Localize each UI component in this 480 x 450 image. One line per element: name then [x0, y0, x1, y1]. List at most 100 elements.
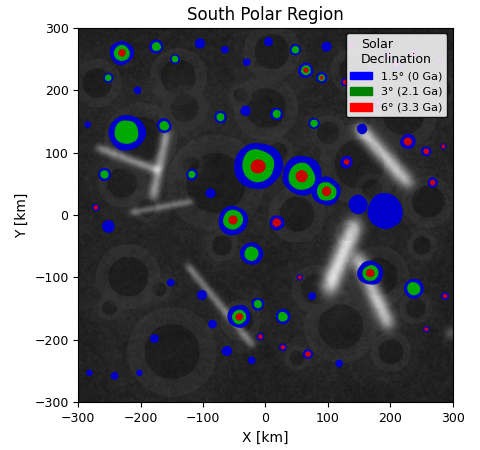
Polygon shape — [276, 310, 290, 324]
Polygon shape — [160, 122, 168, 130]
Polygon shape — [363, 266, 378, 280]
Polygon shape — [441, 144, 446, 149]
Polygon shape — [85, 122, 90, 127]
Polygon shape — [344, 160, 349, 164]
Polygon shape — [437, 59, 440, 62]
Polygon shape — [323, 187, 330, 196]
Polygon shape — [322, 42, 331, 51]
Polygon shape — [304, 68, 308, 72]
Polygon shape — [115, 121, 137, 143]
Polygon shape — [317, 72, 327, 82]
Polygon shape — [241, 243, 263, 264]
Polygon shape — [444, 295, 447, 297]
Polygon shape — [187, 169, 197, 180]
Polygon shape — [280, 344, 286, 351]
Polygon shape — [254, 301, 261, 307]
Polygon shape — [336, 360, 342, 367]
Polygon shape — [424, 149, 429, 153]
Polygon shape — [281, 346, 285, 349]
Polygon shape — [259, 335, 262, 338]
Polygon shape — [153, 43, 160, 50]
Polygon shape — [341, 79, 349, 86]
Polygon shape — [349, 195, 367, 213]
Polygon shape — [270, 216, 284, 230]
Polygon shape — [87, 370, 92, 375]
Polygon shape — [150, 40, 162, 53]
Polygon shape — [365, 71, 372, 77]
Polygon shape — [376, 101, 380, 105]
Polygon shape — [312, 177, 340, 205]
Polygon shape — [233, 310, 246, 324]
Polygon shape — [436, 58, 441, 63]
Polygon shape — [344, 80, 348, 84]
Polygon shape — [115, 45, 129, 60]
Polygon shape — [395, 62, 398, 66]
Title: South Polar Region: South Polar Region — [187, 5, 344, 23]
Polygon shape — [408, 283, 420, 295]
Polygon shape — [264, 38, 272, 45]
Polygon shape — [106, 75, 111, 81]
Y-axis label: Y [km]: Y [km] — [15, 192, 29, 238]
Polygon shape — [386, 54, 389, 57]
Polygon shape — [302, 66, 310, 75]
Polygon shape — [296, 171, 307, 181]
Polygon shape — [222, 46, 228, 53]
Polygon shape — [101, 171, 108, 178]
Polygon shape — [274, 111, 280, 117]
Polygon shape — [110, 42, 133, 64]
Polygon shape — [348, 42, 355, 48]
Polygon shape — [196, 39, 204, 48]
Polygon shape — [341, 157, 352, 168]
Polygon shape — [224, 211, 242, 229]
Polygon shape — [189, 171, 195, 177]
Polygon shape — [157, 119, 171, 132]
Polygon shape — [99, 169, 110, 180]
Polygon shape — [320, 76, 323, 79]
Polygon shape — [198, 291, 206, 299]
Polygon shape — [297, 275, 302, 280]
Polygon shape — [252, 299, 264, 310]
Polygon shape — [425, 328, 428, 330]
Polygon shape — [368, 194, 402, 229]
Polygon shape — [404, 138, 411, 145]
Polygon shape — [168, 279, 174, 286]
Polygon shape — [401, 134, 415, 148]
Polygon shape — [429, 178, 437, 187]
Polygon shape — [243, 59, 250, 65]
Polygon shape — [93, 205, 99, 211]
Polygon shape — [311, 120, 317, 126]
Polygon shape — [279, 313, 287, 321]
Polygon shape — [151, 335, 158, 342]
Polygon shape — [273, 219, 280, 226]
Polygon shape — [421, 147, 431, 156]
Polygon shape — [309, 119, 319, 128]
Polygon shape — [94, 206, 97, 209]
Polygon shape — [104, 73, 113, 82]
Polygon shape — [111, 373, 118, 379]
Polygon shape — [367, 270, 374, 276]
Polygon shape — [392, 60, 401, 68]
Polygon shape — [271, 108, 282, 120]
Polygon shape — [358, 261, 382, 284]
Polygon shape — [235, 144, 282, 189]
Polygon shape — [442, 293, 448, 299]
Polygon shape — [245, 247, 258, 260]
Polygon shape — [252, 160, 265, 172]
Polygon shape — [299, 276, 301, 279]
Polygon shape — [209, 320, 216, 328]
Polygon shape — [134, 87, 141, 94]
Polygon shape — [303, 350, 312, 359]
Polygon shape — [215, 112, 226, 123]
Polygon shape — [358, 124, 367, 134]
Polygon shape — [171, 55, 180, 63]
Polygon shape — [289, 163, 314, 189]
Polygon shape — [424, 327, 429, 332]
Polygon shape — [222, 346, 231, 356]
X-axis label: X [km]: X [km] — [242, 431, 288, 445]
Polygon shape — [228, 306, 250, 327]
Polygon shape — [309, 293, 315, 299]
Polygon shape — [292, 47, 299, 53]
Polygon shape — [219, 207, 247, 234]
Polygon shape — [431, 180, 435, 185]
Polygon shape — [318, 183, 336, 200]
